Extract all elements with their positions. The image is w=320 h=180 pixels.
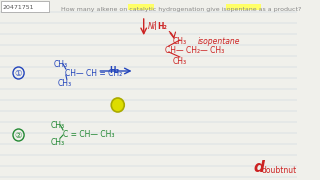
FancyBboxPatch shape xyxy=(1,1,49,12)
Text: |: | xyxy=(154,21,157,30)
Text: H₂: H₂ xyxy=(158,22,167,31)
Text: H₂: H₂ xyxy=(109,66,119,75)
Text: ①: ① xyxy=(15,69,22,78)
Text: doubtnut: doubtnut xyxy=(261,166,297,175)
Text: d: d xyxy=(253,160,264,175)
Text: isopentane: isopentane xyxy=(197,37,240,46)
Text: CH— CH₂— CH₃: CH— CH₂— CH₃ xyxy=(165,46,224,55)
Text: CH₃: CH₃ xyxy=(54,60,68,69)
Text: ②: ② xyxy=(15,130,22,140)
Text: CH₃: CH₃ xyxy=(172,37,187,46)
Text: CH— CH = CH₂: CH— CH = CH₂ xyxy=(65,69,122,78)
Text: CH₃: CH₃ xyxy=(58,79,72,88)
Text: CH₃: CH₃ xyxy=(172,57,187,66)
Text: Ni: Ni xyxy=(148,22,155,31)
Text: CH₃: CH₃ xyxy=(51,138,65,147)
Text: CH₃: CH₃ xyxy=(51,121,65,130)
Text: 20471751: 20471751 xyxy=(3,4,34,10)
FancyBboxPatch shape xyxy=(226,4,261,10)
Circle shape xyxy=(111,98,124,112)
Text: How many alkene on catalytic hydrogenation give isopentane as a product?: How many alkene on catalytic hydrogenati… xyxy=(60,7,301,12)
Text: C = CH— CH₃: C = CH— CH₃ xyxy=(63,130,115,139)
FancyBboxPatch shape xyxy=(128,4,154,10)
